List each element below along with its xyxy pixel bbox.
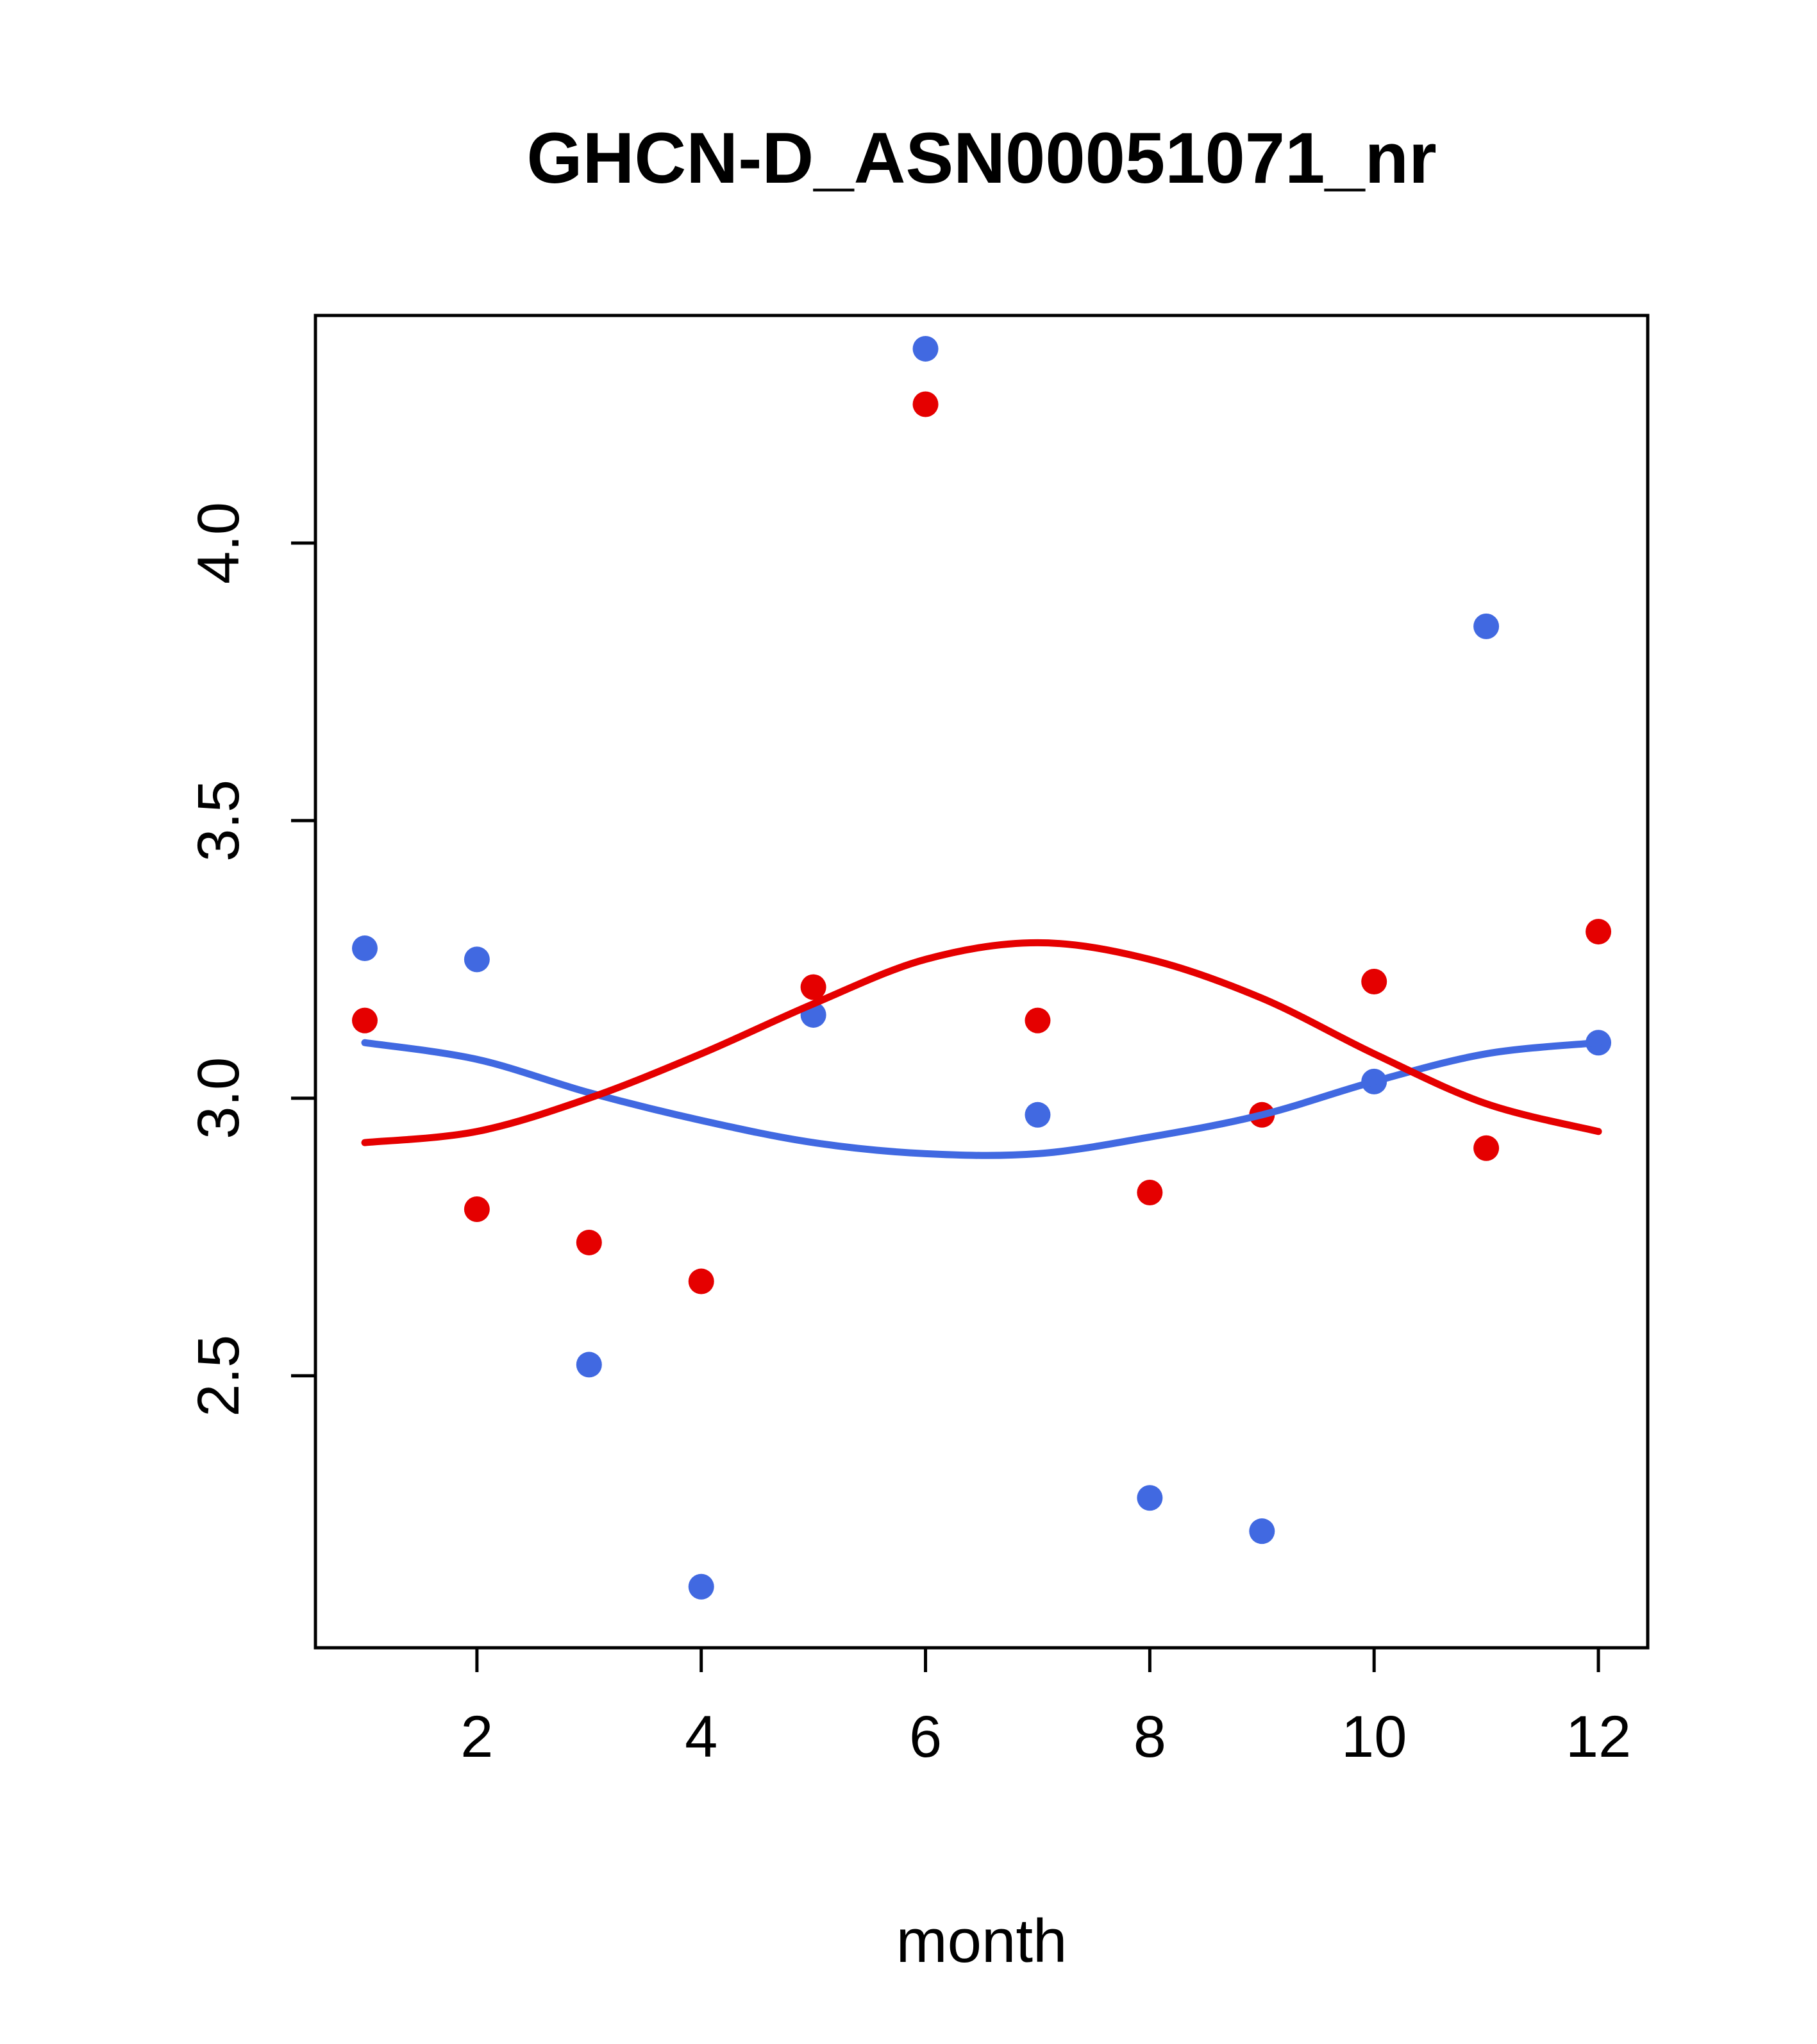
plot-title: GHCN-D_ASN00051071_nr xyxy=(526,118,1436,198)
red-points-point xyxy=(576,1229,602,1255)
red-points-point xyxy=(464,1196,490,1222)
red-points-point xyxy=(1137,1180,1163,1206)
y-tick-label: 2.5 xyxy=(186,1335,251,1417)
red-points-point xyxy=(1586,919,1612,945)
blue-points-point xyxy=(688,1573,714,1600)
red-points-point xyxy=(1025,1007,1051,1034)
blue-points-point xyxy=(351,935,378,962)
x-tick-label: 10 xyxy=(1341,1704,1407,1770)
blue-points-point xyxy=(576,1352,602,1378)
red-points-point xyxy=(351,1007,378,1034)
blue-points-point xyxy=(1249,1518,1275,1545)
x-tick-label: 6 xyxy=(909,1704,942,1770)
red-points-point xyxy=(1361,969,1387,994)
blue-smooth-line xyxy=(361,1039,1602,1159)
y-tick-label: 3.5 xyxy=(186,780,251,862)
blue-points-point xyxy=(464,946,490,973)
x-axis-label: month xyxy=(896,1907,1068,1975)
blue-points-point xyxy=(1025,1102,1051,1128)
blue-points-point xyxy=(912,335,939,362)
red-points-point xyxy=(912,391,939,417)
y-tick-label: 4.0 xyxy=(186,502,251,584)
x-tick-label: 4 xyxy=(685,1704,717,1770)
red-points-point xyxy=(800,974,826,1000)
y-tick-label: 3.0 xyxy=(186,1057,251,1139)
x-tick-label: 2 xyxy=(460,1704,493,1770)
red-points-point xyxy=(1473,1135,1500,1161)
blue-points-point xyxy=(1137,1485,1163,1511)
red-points-point xyxy=(688,1268,714,1294)
red-smooth-line xyxy=(361,939,1602,1146)
x-tick-label: 12 xyxy=(1566,1704,1631,1770)
plot-box xyxy=(314,314,1650,1650)
plot-area: 2 4 6 8 10 12 2.5 3.0 3.5 4.0 xyxy=(186,314,1650,1770)
blue-points-point xyxy=(1473,613,1500,639)
x-tick-label: 8 xyxy=(1134,1704,1166,1770)
